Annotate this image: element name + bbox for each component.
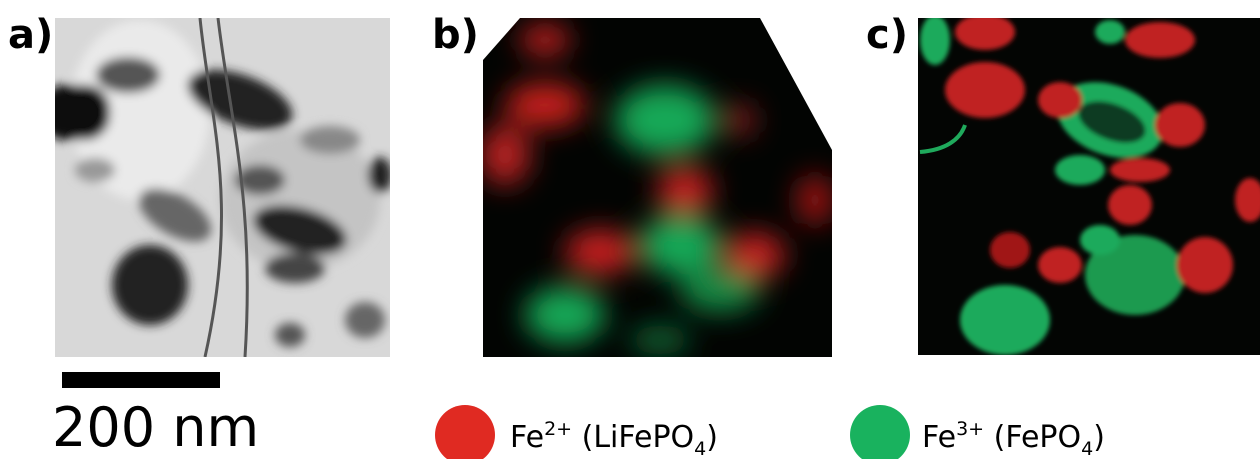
tem-image [40,18,392,357]
legend-text: (LiFePO [572,420,694,455]
legend-label: Fe2+ (LiFePO4) [510,418,718,459]
legend-marker [850,405,910,459]
legend-superscript: 3+ [956,418,984,440]
legend-text: ) [1093,420,1105,455]
scale-bar [62,372,220,388]
panel-label: a) [8,12,53,58]
legend-superscript: 2+ [544,418,572,440]
scale-bar-label: 200 nm [52,396,259,459]
legend-marker [435,405,495,459]
legend-text: Fe [922,420,956,455]
legend-subscript: 4 [1081,438,1093,459]
legend-subscript: 4 [694,438,706,459]
legend-text: Fe [510,420,544,455]
legend-text: (FePO [984,420,1081,455]
panel-label: c) [866,12,908,58]
page: a) b) c) 200 nm Fe2+ (LiFePO4) Fe3+ (FeP… [0,0,1260,459]
spectral-map-low-res [480,18,833,357]
legend-label: Fe3+ (FePO4) [922,418,1105,459]
panel-label: b) [432,12,479,58]
spectral-map-high-res [918,14,1260,355]
figure: a) b) c) 200 nm Fe2+ (LiFePO4) Fe3+ (FeP… [0,0,1260,459]
legend-text: ) [706,420,718,455]
